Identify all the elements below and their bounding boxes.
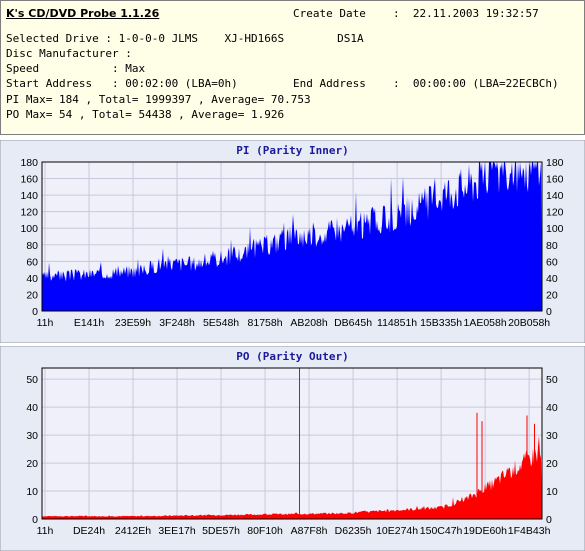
selected-drive-line: Selected Drive : 1-0-0-0 JLMS XJ-HD166S … [6, 32, 364, 45]
x-tick-label: 3EE17h [158, 525, 196, 537]
y-tick-label-right: 20 [546, 289, 558, 301]
y-tick-label: 100 [20, 223, 38, 235]
pi-chart: PI (Parity Inner) 0 0 20 20 40 40 60 60 80 80 100 10… [0, 140, 585, 343]
pi-stats-line: PI Max= 184 , Total= 1999397 , Average= … [6, 93, 311, 106]
y-tick-label-right: 180 [546, 157, 564, 169]
y-tick-label: 10 [26, 486, 38, 498]
y-tick-label: 180 [20, 157, 38, 169]
y-tick-label-right: 120 [546, 207, 564, 219]
x-tick-label: 10E274h [376, 525, 418, 537]
y-tick-label-right: 20 [546, 458, 558, 470]
x-tick-label: 150C47h [420, 525, 463, 537]
y-tick-label-right: 0 [546, 306, 552, 318]
y-tick-label: 20 [26, 289, 38, 301]
x-tick-label: 19DE60h [463, 525, 507, 537]
y-tick-label-right: 40 [546, 402, 558, 414]
chart-title: PI (Parity Inner) [236, 144, 349, 157]
y-tick-label-right: 10 [546, 486, 558, 498]
series-area [42, 435, 542, 519]
x-tick-label: AB208h [290, 317, 328, 329]
create-date-value: : 22.11.2003 19:32:57 [393, 7, 539, 20]
x-tick-label: 11h [37, 317, 54, 329]
y-tick-label: 0 [32, 306, 38, 318]
end-address-value: : 00:00:00 (LBA=22ECBCh) [393, 77, 559, 90]
x-tick-label: DB645h [334, 317, 372, 329]
x-tick-label: 81758h [248, 317, 283, 329]
y-tick-label-right: 0 [546, 514, 552, 526]
y-tick-label: 60 [26, 256, 38, 268]
disc-info-panel: K's CD/DVD Probe 1.1.26 Create Date : 22… [0, 0, 585, 135]
x-tick-label: 114851h [377, 317, 417, 329]
y-tick-label-right: 30 [546, 430, 558, 442]
plot-area [42, 368, 542, 519]
x-tick-label: A87F8h [291, 525, 328, 537]
x-tick-label: 1AE058h [463, 317, 506, 329]
plot-border [41, 161, 543, 312]
y-tick-label-right: 80 [546, 240, 558, 252]
y-tick-label-right: 50 [546, 374, 558, 386]
po-stats-line: PO Max= 54 , Total= 54438 , Average= 1.9… [6, 108, 285, 121]
y-tick-label: 40 [26, 273, 38, 285]
x-tick-label: 23E59h [115, 317, 151, 329]
end-address-label: End Address [293, 77, 366, 90]
x-tick-label: 15B335h [420, 317, 462, 329]
y-tick-label: 50 [26, 374, 38, 386]
y-tick-label-right: 140 [546, 190, 564, 202]
x-tick-label: DE24h [73, 525, 105, 537]
start-address-line: Start Address : 00:02:00 (LBA=0h) [6, 77, 238, 90]
x-tick-label: 1F4B43h [508, 525, 551, 537]
y-tick-label: 160 [20, 174, 38, 186]
x-tick-label: 80F10h [247, 525, 283, 537]
x-tick-label: 3F248h [159, 317, 195, 329]
x-tick-label: 11h [37, 525, 54, 537]
x-tick-label: E141h [74, 317, 105, 329]
y-tick-label-right: 60 [546, 256, 558, 268]
speed-line: Speed : Max [6, 62, 146, 75]
y-tick-label: 20 [26, 458, 38, 470]
app-title: K's CD/DVD Probe 1.1.26 [6, 7, 160, 20]
series-area [42, 162, 542, 311]
chart-title: PO (Parity Outer) [236, 350, 349, 363]
x-tick-label: 20B058h [508, 317, 550, 329]
x-tick-label: 2412Eh [115, 525, 151, 537]
x-tick-label: D6235h [335, 525, 372, 537]
y-tick-label: 120 [20, 207, 38, 219]
po-chart: PO (Parity Outer) 0 0 10 10 20 20 30 30 40 40 50 50 1… [0, 346, 585, 551]
create-date-label: Create Date [293, 7, 366, 20]
y-tick-label: 80 [26, 240, 38, 252]
y-tick-label-right: 40 [546, 273, 558, 285]
disc-manufacturer-line: Disc Manufacturer : [6, 47, 132, 60]
x-tick-label: 5DE57h [202, 525, 240, 537]
y-tick-label: 140 [20, 190, 38, 202]
y-tick-label: 30 [26, 430, 38, 442]
plot-border [41, 367, 543, 520]
y-tick-label-right: 160 [546, 174, 564, 186]
y-tick-label: 0 [32, 514, 38, 526]
y-tick-label: 40 [26, 402, 38, 414]
x-tick-label: 5E548h [203, 317, 239, 329]
y-tick-label-right: 100 [546, 223, 564, 235]
